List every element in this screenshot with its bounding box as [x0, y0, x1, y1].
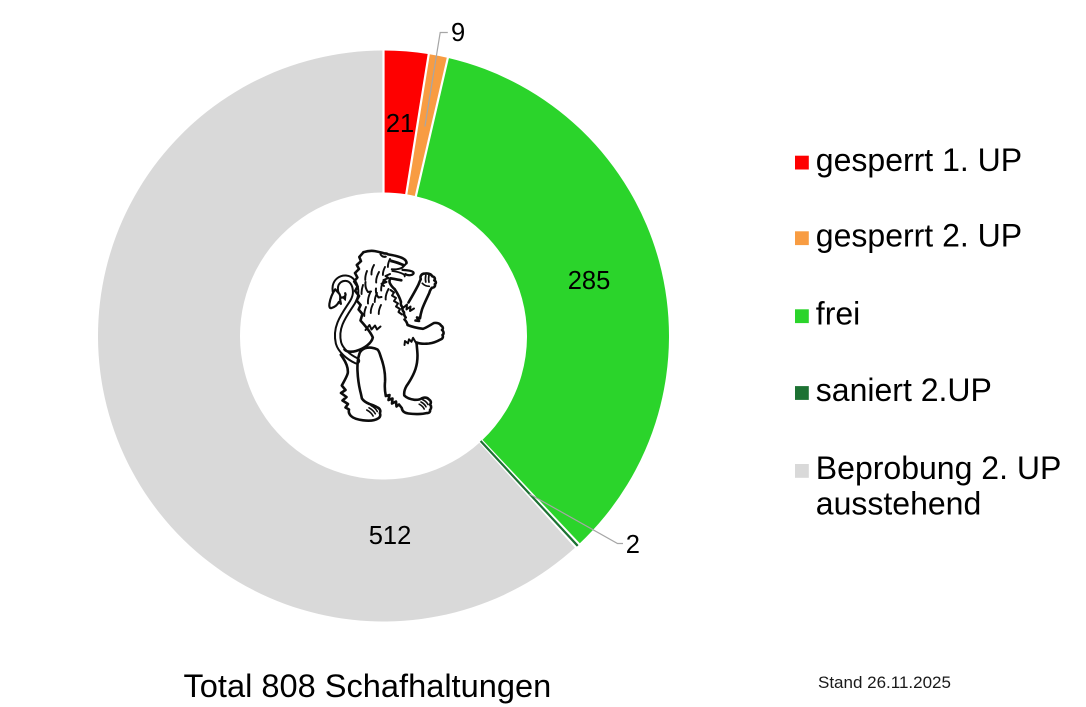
svg-text:285: 285 — [568, 267, 611, 295]
svg-text:2: 2 — [626, 531, 640, 559]
svg-text:ausstehend: ausstehend — [816, 486, 981, 522]
svg-text:9: 9 — [451, 19, 465, 47]
svg-text:21: 21 — [386, 110, 414, 138]
svg-text:frei: frei — [816, 295, 860, 331]
svg-text:gesperrt 2. UP: gesperrt 2. UP — [816, 217, 1022, 253]
svg-text:512: 512 — [369, 522, 412, 550]
svg-text:saniert 2.UP: saniert 2.UP — [816, 372, 992, 408]
svg-text:Total 808 Schafhaltungen: Total 808 Schafhaltungen — [184, 667, 552, 704]
svg-text:Beprobung 2. UP: Beprobung 2. UP — [816, 450, 1062, 486]
svg-text:Stand 26.11.2025: Stand 26.11.2025 — [818, 673, 951, 692]
svg-text:gesperrt 1. UP: gesperrt 1. UP — [816, 142, 1022, 178]
